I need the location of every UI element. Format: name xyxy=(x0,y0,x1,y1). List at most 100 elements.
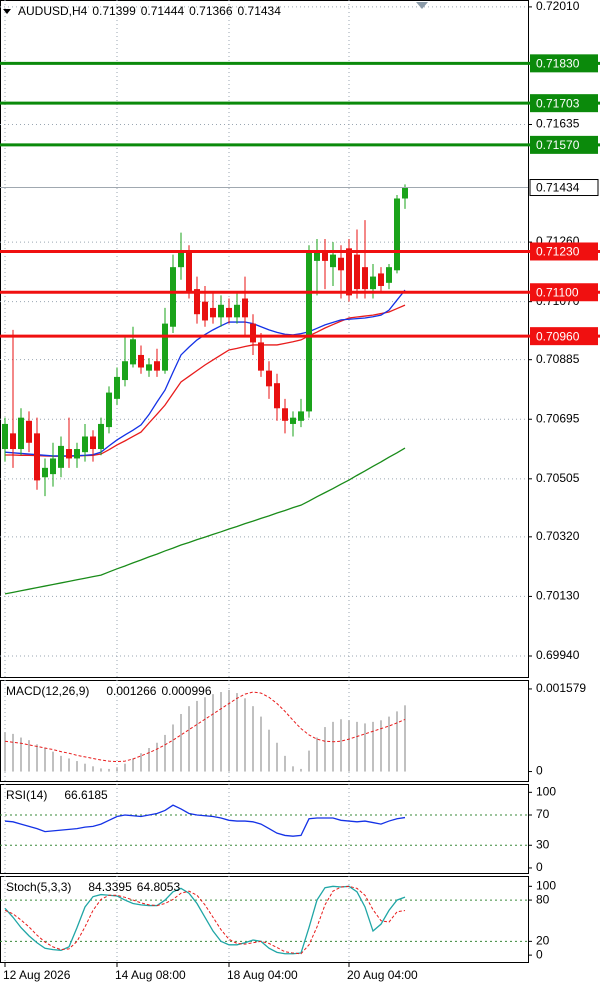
macd-bar xyxy=(236,693,238,772)
macd-bar xyxy=(244,698,246,772)
menu-arrow[interactable] xyxy=(3,9,11,14)
x-tick-label: 20 Aug 04:00 xyxy=(347,968,418,982)
y-tick-label: 0.001579 xyxy=(536,681,586,695)
macd-bar xyxy=(204,697,206,772)
header-text: 0.001266 xyxy=(106,684,156,698)
candle-body xyxy=(106,392,112,428)
indicator-line xyxy=(4,804,406,837)
candle-body xyxy=(194,289,200,315)
macd-bar xyxy=(100,768,102,772)
y-tick-label: 80 xyxy=(536,892,550,906)
level-label-box xyxy=(530,327,598,346)
macd-bar xyxy=(276,742,278,772)
candle-body xyxy=(146,364,152,371)
macd-bar xyxy=(28,740,30,772)
header-text: Stoch(5,3,3) xyxy=(6,880,71,894)
macd-bar xyxy=(348,720,350,772)
candle-body xyxy=(394,198,400,271)
macd-bar xyxy=(44,748,46,772)
level-label-box xyxy=(530,283,598,302)
macd-bar xyxy=(380,720,382,772)
candle-body xyxy=(402,187,408,199)
candle-body xyxy=(234,304,240,318)
x-tick-label: 18 Aug 04:00 xyxy=(227,968,298,982)
y-tick-label: 0.69940 xyxy=(536,648,580,662)
macd-bar xyxy=(4,732,6,772)
macd-bar xyxy=(300,768,302,772)
candle-body xyxy=(322,251,328,261)
macd-bar xyxy=(340,719,342,772)
candle-body xyxy=(98,423,104,450)
candle-body xyxy=(42,467,48,478)
macd-bar xyxy=(20,737,22,772)
candle-body xyxy=(114,376,120,399)
macd-bar xyxy=(164,734,166,772)
candle-body xyxy=(10,433,16,450)
candle-body xyxy=(354,254,360,290)
macd-bar xyxy=(60,755,62,772)
candle-body xyxy=(290,417,296,424)
level-label: 0.71230 xyxy=(536,245,580,259)
candle-body xyxy=(138,354,144,368)
indicator-line xyxy=(4,885,406,955)
candle-body xyxy=(306,251,312,412)
macd-bar xyxy=(308,750,310,772)
y-tick-label: 0.70695 xyxy=(536,411,580,425)
level-label-box xyxy=(530,135,598,154)
macd-bar xyxy=(180,714,182,772)
macd-bar xyxy=(140,753,142,772)
y-tick-label: 0.71635 xyxy=(536,117,580,131)
macd-bar xyxy=(116,767,118,772)
y-tick-label: 100 xyxy=(536,784,556,798)
y-tick-label: 0 xyxy=(536,947,543,961)
macd-bar xyxy=(36,744,38,772)
candle-body xyxy=(162,323,168,371)
macd-bar xyxy=(388,716,390,772)
candle-body xyxy=(58,445,64,468)
candle-body xyxy=(242,298,248,318)
shift-marker[interactable] xyxy=(416,2,428,9)
y-tick-label: 0 xyxy=(536,860,543,874)
header-text: 0.000996 xyxy=(161,684,211,698)
header-text: 0.71444 xyxy=(141,4,185,18)
macd-bar xyxy=(268,729,270,772)
candle-body xyxy=(362,267,368,290)
candle-body xyxy=(50,458,56,475)
indicator-line xyxy=(4,447,406,595)
level-label: 0.71703 xyxy=(536,96,580,110)
header-text: MACD(12,26,9) xyxy=(6,684,89,698)
indicator-line xyxy=(4,885,406,955)
y-tick-label: 30 xyxy=(536,837,550,851)
candle-body xyxy=(90,436,96,450)
y-tick-label: 0.70505 xyxy=(536,471,580,485)
macd-bar xyxy=(12,733,14,772)
candle-body xyxy=(346,248,352,296)
candle-body xyxy=(26,420,32,443)
candle-body xyxy=(378,273,384,286)
macd-bar xyxy=(148,748,150,772)
level-label: 0.71830 xyxy=(536,57,580,71)
header-text: 0.71399 xyxy=(92,4,136,18)
candle-body xyxy=(370,276,376,290)
macd-bar xyxy=(316,737,318,772)
candle-body xyxy=(386,267,392,283)
macd-bar xyxy=(396,711,398,772)
candle-body xyxy=(178,251,184,268)
rsi-panel xyxy=(0,784,529,874)
y-tick-label: 0 xyxy=(536,764,543,778)
candle-body xyxy=(266,370,272,387)
current-price-label: 0.71434 xyxy=(536,181,580,195)
macd-bar xyxy=(156,742,158,772)
macd-bar xyxy=(52,751,54,772)
macd-bar xyxy=(260,716,262,772)
header-text: 0.71366 xyxy=(189,4,233,18)
candle-body xyxy=(202,301,208,321)
level-label-box xyxy=(530,94,598,113)
candle-body xyxy=(226,307,232,318)
candle-body xyxy=(274,383,280,409)
macd-bar xyxy=(324,727,326,772)
macd-bar xyxy=(252,706,254,772)
current-price-box xyxy=(529,179,599,197)
macd-bar xyxy=(124,763,126,772)
macd-bar xyxy=(188,706,190,772)
